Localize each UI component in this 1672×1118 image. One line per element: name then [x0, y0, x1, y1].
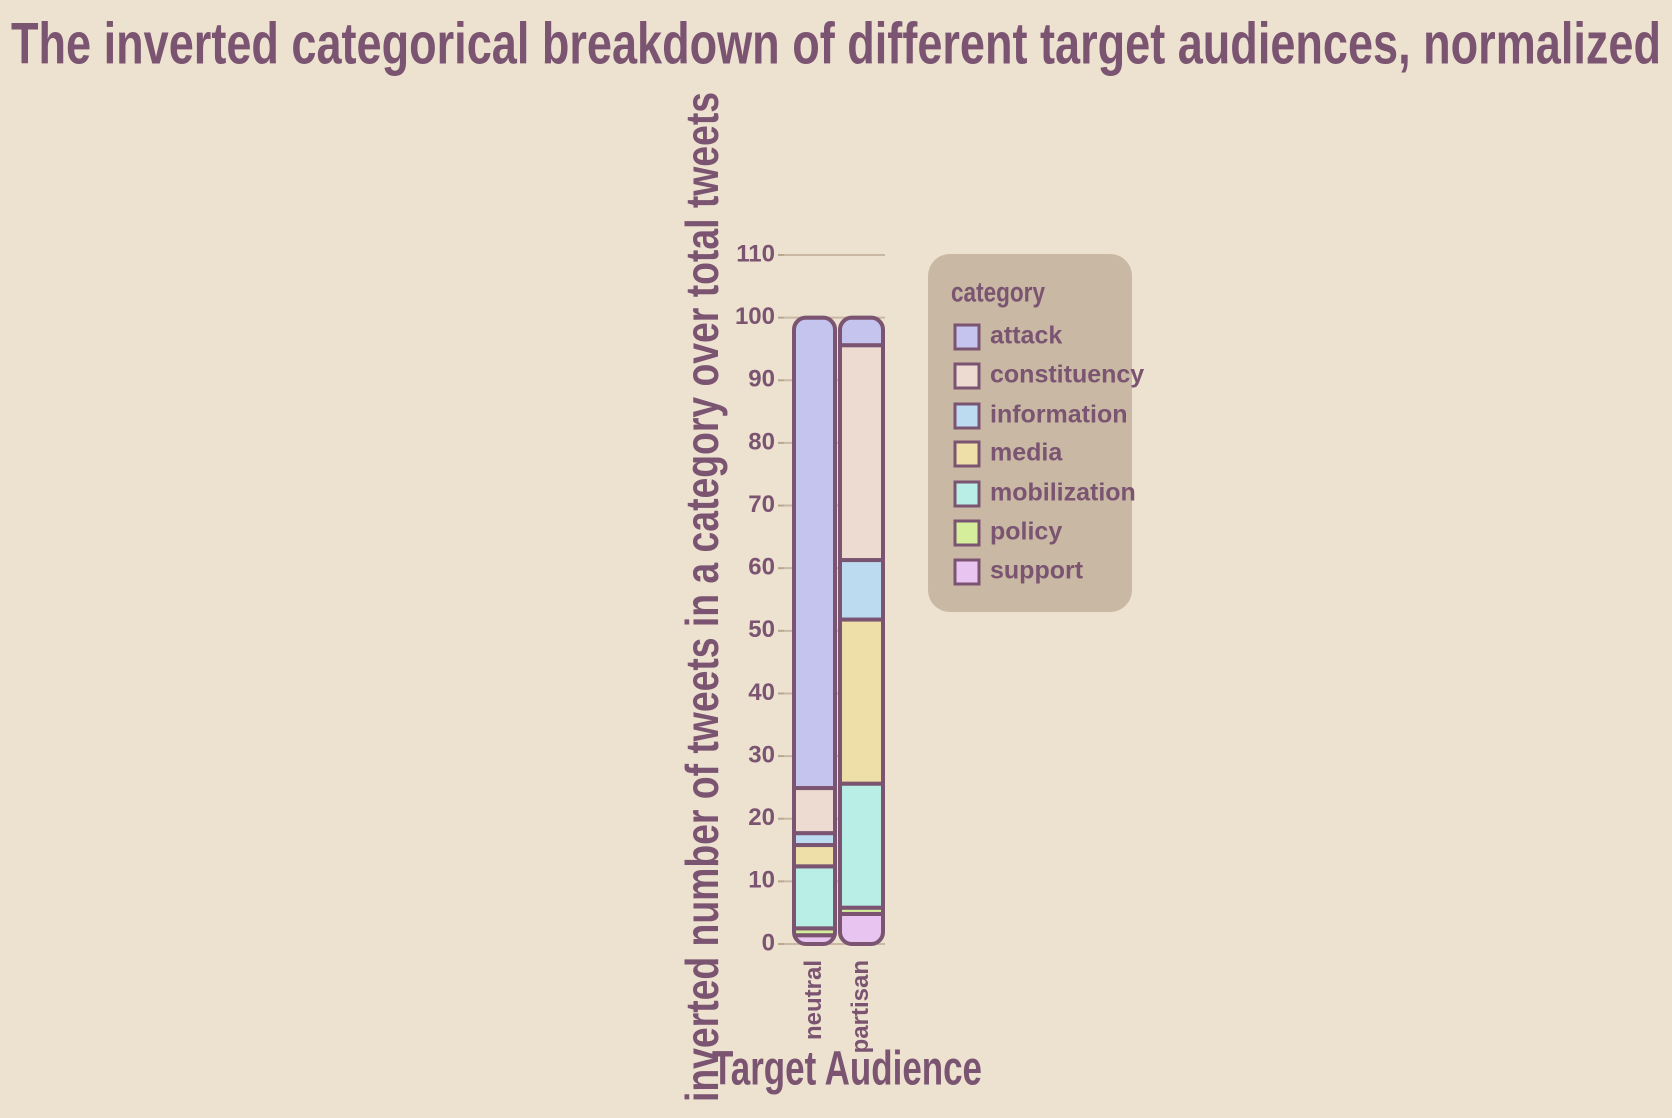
y-tick-label: 40 [748, 679, 775, 706]
bar-segment [840, 911, 883, 944]
y-tick-label: 90 [748, 366, 775, 393]
legend-swatch [953, 402, 981, 430]
x-axis-label: Target Audience [712, 1043, 982, 1096]
legend-label: mobilization [990, 479, 1136, 507]
y-axis-label: inverted number of tweets in a category … [676, 92, 728, 1102]
bar-segment [794, 786, 835, 836]
bar-outline [838, 315, 885, 946]
y-tick-label: 10 [748, 867, 775, 894]
y-tick-label: 60 [748, 554, 775, 581]
legend-label: information [990, 401, 1128, 429]
legend-label: media [990, 439, 1063, 467]
legend-label: constituency [990, 361, 1144, 389]
bar-segment [840, 781, 883, 910]
bar-segment [840, 317, 883, 348]
legend-swatch [953, 519, 981, 547]
legend-label: policy [990, 518, 1062, 546]
y-tick-label: 100 [735, 303, 775, 330]
x-tick-label: neutral [800, 960, 827, 1040]
y-tick-label: 80 [748, 428, 775, 455]
legend-swatch [953, 323, 981, 351]
bar-segment [794, 864, 835, 931]
bar-segment [794, 843, 835, 869]
legend-label: support [990, 557, 1084, 585]
y-tick-label: 30 [748, 741, 775, 768]
legend-swatch [953, 440, 981, 468]
legend-swatch [953, 558, 981, 586]
bar-segment [840, 343, 883, 563]
x-tick-label: partisan [847, 960, 874, 1053]
legend-label: attack [990, 322, 1062, 350]
legend-title: category [951, 276, 1045, 307]
chart-title: The inverted categorical breakdown of di… [11, 11, 1661, 76]
bar-segment [840, 617, 883, 786]
y-tick-label: 0 [762, 929, 775, 956]
legend-swatch [953, 362, 981, 390]
bar-segment [794, 317, 835, 791]
y-tick-label: 50 [748, 616, 775, 643]
bar-segment [840, 558, 883, 622]
y-tick-label: 70 [748, 491, 775, 518]
y-tick-label: 110 [736, 240, 775, 267]
y-tick-label: 20 [748, 804, 775, 831]
legend-swatch [953, 480, 981, 508]
bar-outline [792, 315, 837, 946]
